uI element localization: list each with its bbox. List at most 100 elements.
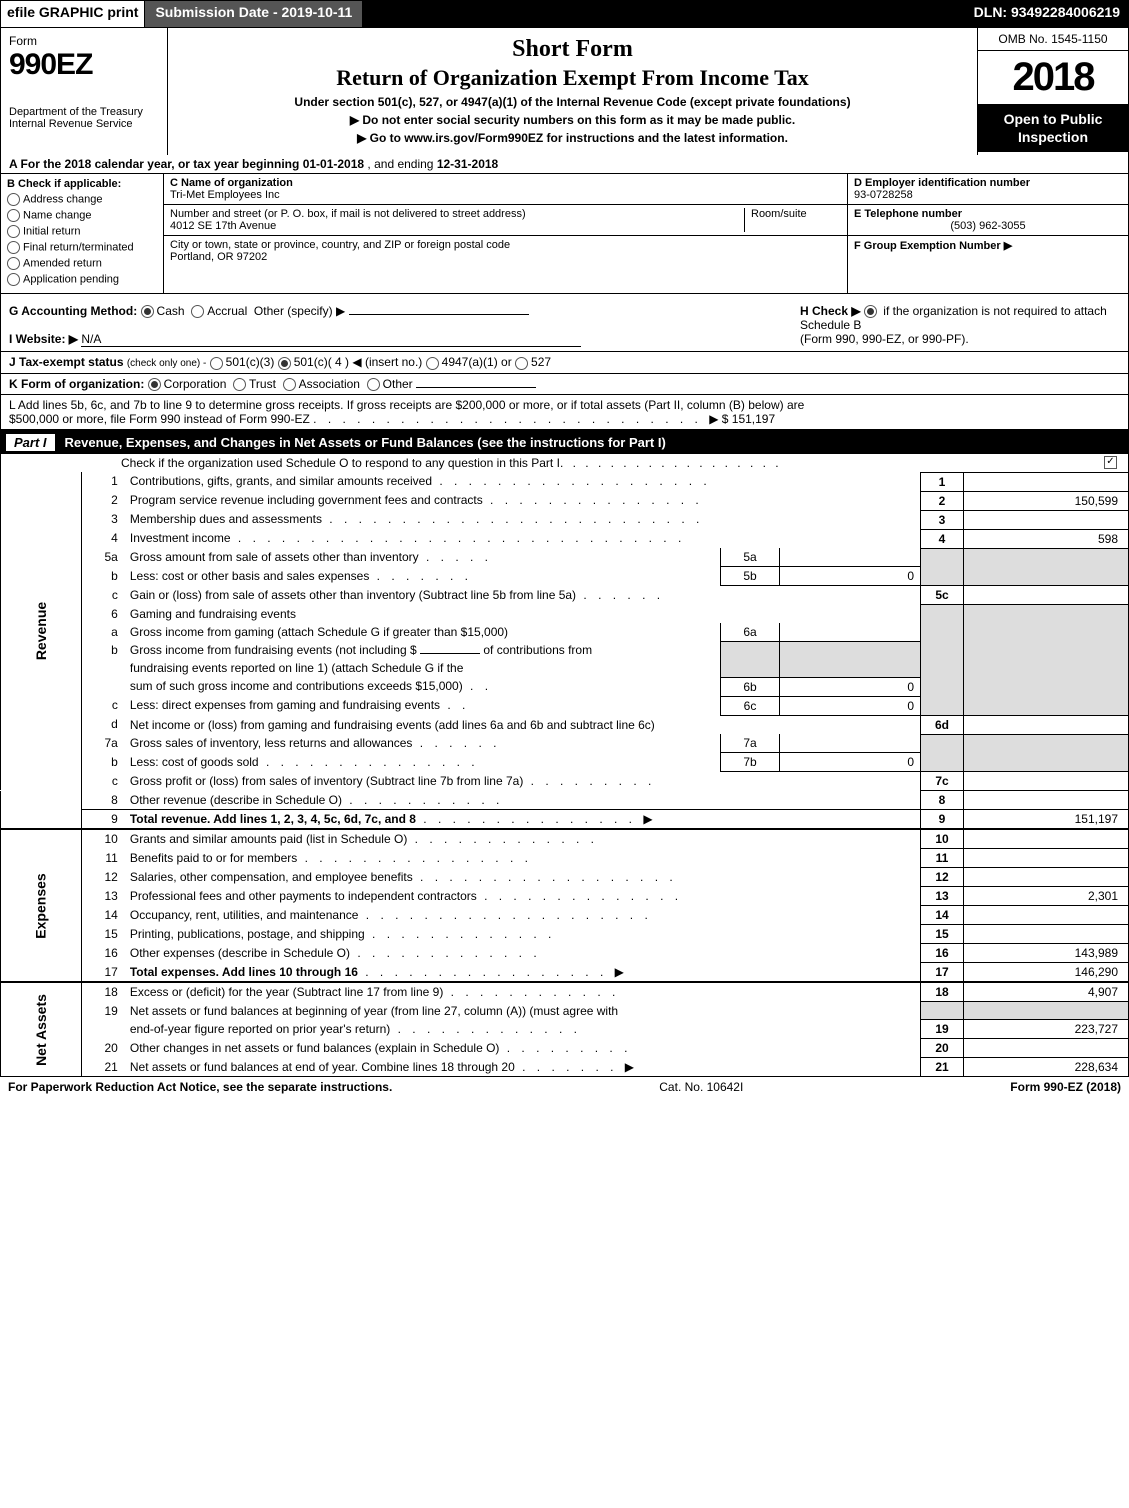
line-3-val bbox=[964, 510, 1129, 529]
k-other-line[interactable] bbox=[416, 387, 536, 388]
line-5b-num: b bbox=[81, 567, 126, 586]
line-9-val: 151,197 bbox=[964, 810, 1129, 830]
accrual-radio[interactable] bbox=[191, 305, 204, 318]
line-6b-subval: 0 bbox=[780, 677, 921, 696]
line-14-num: 14 bbox=[81, 906, 126, 925]
line-7c-num: c bbox=[81, 772, 126, 791]
line-7a-num: 7a bbox=[81, 734, 126, 753]
line-17-num: 17 bbox=[81, 963, 126, 983]
h-check: H Check ▶ if the organization is not req… bbox=[792, 294, 1128, 351]
j-501c3-radio[interactable] bbox=[210, 357, 223, 370]
line-19-num: 19 bbox=[81, 1002, 126, 1020]
line-6c-sub: 6c bbox=[721, 696, 780, 715]
line-1-box: 1 bbox=[921, 472, 964, 491]
period-a-label: A For the 2018 calendar year, or tax yea… bbox=[9, 157, 299, 171]
line-7a-sub: 7a bbox=[721, 734, 780, 753]
part1-box: Part I bbox=[6, 434, 55, 451]
j-527-radio[interactable] bbox=[515, 357, 528, 370]
check-o-checkbox[interactable] bbox=[1104, 456, 1117, 469]
line-6b-desc2: of contributions from bbox=[483, 643, 592, 657]
title-block: Short Form Return of Organization Exempt… bbox=[168, 28, 977, 155]
line-18-box: 18 bbox=[921, 982, 964, 1002]
e-label: E Telephone number bbox=[854, 208, 962, 220]
top-bar-spacer bbox=[362, 1, 965, 27]
line-6b-desc4: sum of such gross income and contributio… bbox=[130, 679, 463, 693]
line-6d-num: d bbox=[81, 715, 126, 734]
line-11-box: 11 bbox=[921, 849, 964, 868]
line-10-val bbox=[964, 829, 1129, 849]
line-7b-subval: 0 bbox=[780, 753, 921, 772]
line-6b-amount[interactable] bbox=[420, 653, 480, 654]
k-trust-radio[interactable] bbox=[233, 378, 246, 391]
right-header-block: OMB No. 1545-1150 2018 Open to Public In… bbox=[977, 28, 1128, 155]
address-change-radio[interactable] bbox=[7, 193, 20, 206]
goto-link[interactable]: ▶ Go to www.irs.gov/Form990EZ for instru… bbox=[178, 131, 967, 145]
line-7b-sub: 7b bbox=[721, 753, 780, 772]
k-other-radio[interactable] bbox=[367, 378, 380, 391]
line-12-val bbox=[964, 868, 1129, 887]
f-label: F Group Exemption Number ▶ bbox=[854, 240, 1012, 252]
check-col: B Check if applicable: Address change Na… bbox=[1, 174, 164, 293]
l-text2: $500,000 or more, file Form 990 instead … bbox=[9, 412, 310, 426]
line-7b-desc: Less: cost of goods sold bbox=[130, 755, 259, 769]
line-21-desc: Net assets or fund balances at end of ye… bbox=[130, 1060, 515, 1074]
other-specify-line[interactable] bbox=[349, 314, 529, 315]
cash-radio[interactable] bbox=[141, 305, 154, 318]
main-title: Return of Organization Exempt From Incom… bbox=[178, 65, 967, 91]
h-text2: (Form 990, 990-EZ, or 990-PF). bbox=[800, 332, 969, 346]
j-501c-radio[interactable] bbox=[278, 357, 291, 370]
right-info: D Employer identification number 93-0728… bbox=[847, 174, 1128, 293]
period-and-ending: , and ending bbox=[367, 157, 433, 171]
accrual-label: Accrual bbox=[207, 304, 247, 318]
line-6d-desc: Net income or (loss) from gaming and fun… bbox=[130, 718, 655, 732]
line-1-desc: Contributions, gifts, grants, and simila… bbox=[130, 474, 432, 488]
name-change-radio[interactable] bbox=[7, 209, 20, 222]
j-4947-radio[interactable] bbox=[426, 357, 439, 370]
line-12-box: 12 bbox=[921, 868, 964, 887]
line-19-box: 19 bbox=[921, 1020, 964, 1039]
j-opt2: 501(c)( 4 ) ◀ (insert no.) bbox=[294, 355, 423, 369]
line-13-desc: Professional fees and other payments to … bbox=[130, 889, 477, 903]
line-5a-subval bbox=[780, 548, 921, 567]
irs-label: Internal Revenue Service bbox=[9, 118, 159, 130]
line-4-num: 4 bbox=[81, 529, 126, 548]
initial-return-label: Initial return bbox=[23, 225, 80, 237]
initial-return-radio[interactable] bbox=[7, 225, 20, 238]
k-assoc-radio[interactable] bbox=[283, 378, 296, 391]
line-9-desc: Total revenue. Add lines 1, 2, 3, 4, 5c,… bbox=[130, 812, 416, 826]
final-return-radio[interactable] bbox=[7, 241, 20, 254]
line-6c-subval: 0 bbox=[780, 696, 921, 715]
line-6d-box: 6d bbox=[921, 715, 964, 734]
h-radio[interactable] bbox=[864, 305, 877, 318]
address-col: C Name of organization Tri-Met Employees… bbox=[164, 174, 847, 293]
footer: For Paperwork Reduction Act Notice, see … bbox=[0, 1077, 1129, 1097]
line-8-num: 8 bbox=[81, 791, 126, 810]
line-2-desc: Program service revenue including govern… bbox=[130, 493, 483, 507]
line-12-desc: Salaries, other compensation, and employ… bbox=[130, 870, 413, 884]
line-1-val bbox=[964, 472, 1129, 491]
submission-date: Submission Date - 2019-10-11 bbox=[144, 1, 362, 27]
form-ref: Form 990-EZ (2018) bbox=[1010, 1080, 1121, 1094]
line-19-val: 223,727 bbox=[964, 1020, 1129, 1039]
k-corp-radio[interactable] bbox=[148, 378, 161, 391]
line-2-val: 150,599 bbox=[964, 491, 1129, 510]
line-4-box: 4 bbox=[921, 529, 964, 548]
line-4-val: 598 bbox=[964, 529, 1129, 548]
line-3-box: 3 bbox=[921, 510, 964, 529]
line-14-box: 14 bbox=[921, 906, 964, 925]
line-2-num: 2 bbox=[81, 491, 126, 510]
expenses-side-label: Expenses bbox=[1, 829, 82, 982]
city-value: Portland, OR 97202 bbox=[170, 251, 267, 263]
line-5b-desc: Less: cost or other basis and sales expe… bbox=[130, 569, 369, 583]
amended-return-radio[interactable] bbox=[7, 257, 20, 270]
omb-number: OMB No. 1545-1150 bbox=[978, 28, 1128, 51]
paperwork-notice: For Paperwork Reduction Act Notice, see … bbox=[8, 1080, 392, 1094]
line-5c-box: 5c bbox=[921, 586, 964, 605]
line-2-box: 2 bbox=[921, 491, 964, 510]
period-row: A For the 2018 calendar year, or tax yea… bbox=[0, 155, 1129, 174]
line-7c-box: 7c bbox=[921, 772, 964, 791]
line-15-num: 15 bbox=[81, 925, 126, 944]
ssn-warning: ▶ Do not enter social security numbers o… bbox=[178, 113, 967, 127]
line-17-box: 17 bbox=[921, 963, 964, 983]
application-pending-radio[interactable] bbox=[7, 273, 20, 286]
